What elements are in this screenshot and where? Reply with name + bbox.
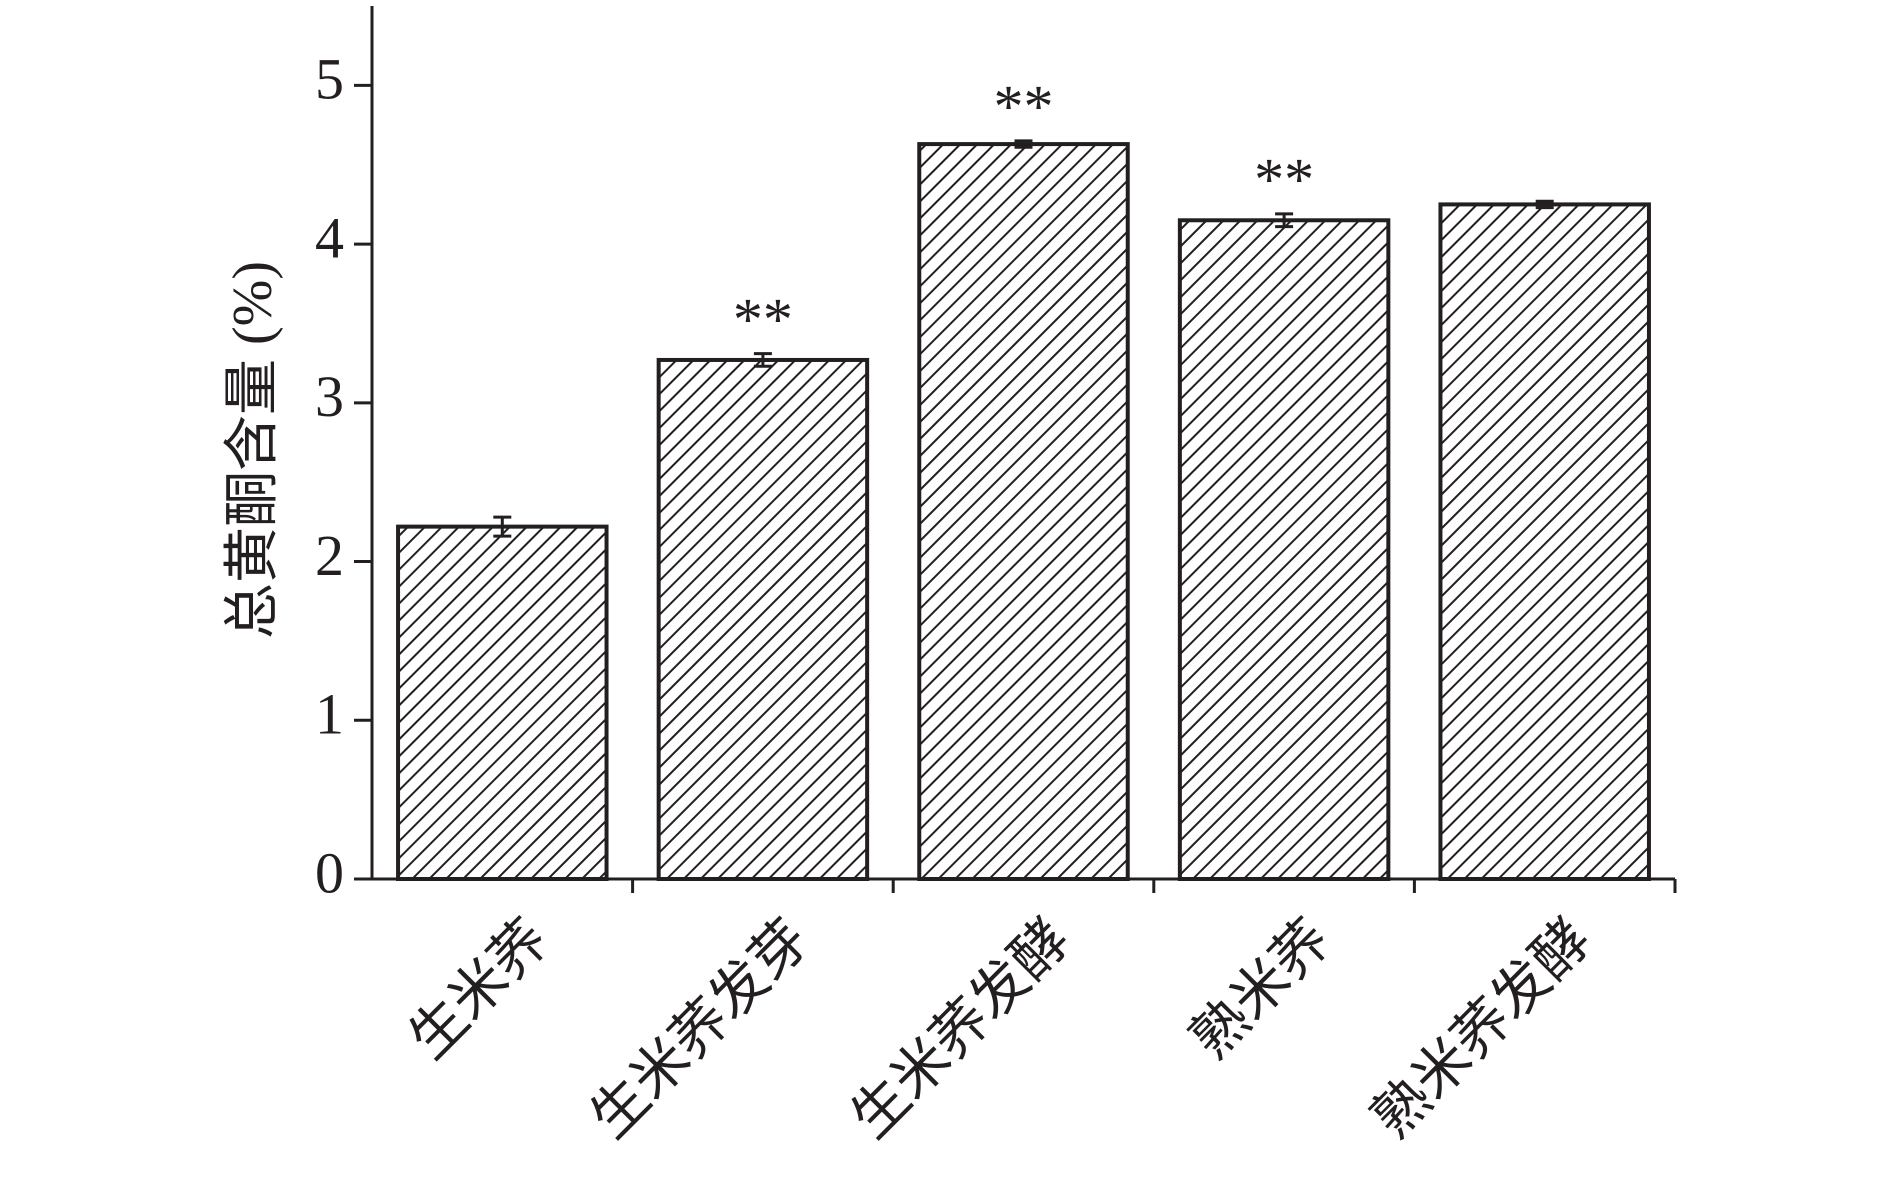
bar [917, 142, 1130, 882]
error-bar [753, 352, 772, 368]
x-tick-label: 生米荞 [398, 908, 561, 1071]
significance-label: ** [994, 74, 1054, 140]
y-tick-label: 5 [315, 47, 344, 112]
x-tick-label: 生米荞发酵 [840, 908, 1082, 1150]
x-tick-label: 熟米荞发酵 [1361, 908, 1603, 1150]
bar [656, 357, 870, 882]
bar [396, 524, 609, 881]
error-bar [493, 515, 512, 538]
x-tick-label: 生米荞发芽 [579, 908, 821, 1150]
y-tick-label: 3 [315, 364, 344, 429]
error-bar [1014, 139, 1033, 149]
y-tick-label: 1 [315, 682, 344, 747]
bar [1177, 218, 1391, 882]
significance-label: ** [733, 286, 793, 352]
error-bar [1535, 199, 1554, 210]
significance-label: ** [1254, 147, 1314, 213]
error-bar [1275, 212, 1294, 229]
y-axis-label: 总黄酮含量 (%) [222, 261, 284, 639]
y-tick-label: 4 [315, 205, 344, 270]
bar [1438, 202, 1651, 881]
y-tick-label: 0 [315, 840, 344, 905]
x-tick-label: 熟米荞 [1180, 908, 1343, 1071]
y-tick-label: 2 [315, 523, 344, 588]
